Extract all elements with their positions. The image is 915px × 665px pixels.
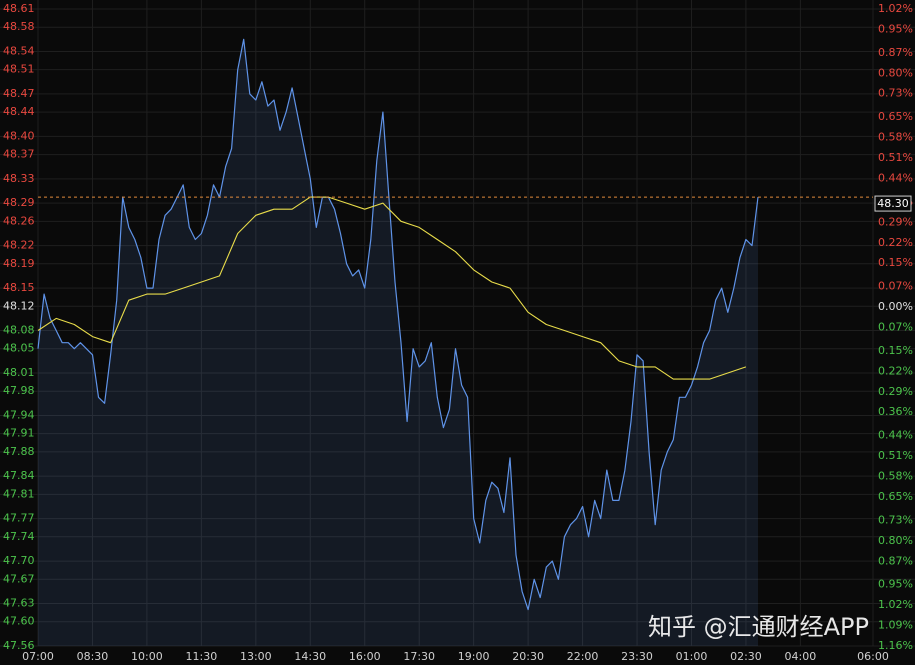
y-tick-label: 48.01: [3, 366, 35, 379]
y2-tick-label: 0.51%: [878, 151, 913, 164]
y-tick-label: 47.94: [3, 408, 35, 421]
y2-tick-label: 1.16%: [878, 639, 913, 652]
y-tick-label: 47.84: [3, 469, 35, 482]
y2-tick-label: 0.87%: [878, 46, 913, 59]
y-tick-label: 47.67: [3, 572, 35, 585]
y2-tick-label: 0.51%: [878, 449, 913, 462]
x-tick-label: 19:00: [458, 650, 490, 663]
x-tick-label: 20:30: [512, 650, 544, 663]
y2-tick-label: 0.95%: [878, 22, 913, 35]
y2-tick-label: 0.36%: [878, 405, 913, 418]
y2-tick-label: 0.80%: [878, 534, 913, 547]
y-tick-label: 48.54: [3, 44, 35, 57]
y-tick-label: 48.12: [3, 299, 35, 312]
y-tick-label: 47.98: [3, 384, 35, 397]
y2-tick-label: 0.22%: [878, 236, 913, 249]
y-tick-label: 48.58: [3, 20, 35, 33]
x-tick-label: 13:00: [240, 650, 272, 663]
x-tick-label: 02:30: [730, 650, 762, 663]
x-tick-label: 07:00: [22, 650, 54, 663]
y-tick-label: 48.05: [3, 342, 35, 355]
price-line: [37, 38, 759, 611]
y2-tick-label: 1.02%: [878, 598, 913, 611]
y2-tick-label: 0.73%: [878, 513, 913, 526]
y2-tick-label: 0.44%: [878, 429, 913, 442]
y-tick-label: 47.77: [3, 512, 35, 525]
y-tick-label: 48.44: [3, 105, 35, 118]
x-tick-label: 16:00: [349, 650, 381, 663]
y2-tick-label: 0.87%: [878, 554, 913, 567]
y2-tick-label: 0.22%: [878, 364, 913, 377]
y-tick-label: 47.60: [3, 615, 35, 628]
last-price-label: 48.30: [877, 197, 909, 210]
y-tick-label: 48.37: [3, 148, 35, 161]
y-tick-label: 47.70: [3, 554, 35, 567]
y2-tick-label: 0.07%: [878, 321, 913, 334]
y2-tick-label: 0.44%: [878, 171, 913, 184]
y2-tick-label: 0.58%: [878, 470, 913, 483]
watermark: 知乎 @汇通财经APP: [648, 613, 869, 641]
y-tick-label: 47.63: [3, 597, 35, 610]
y-tick-label: 48.29: [3, 196, 35, 209]
y2-tick-label: 0.07%: [878, 280, 913, 293]
x-tick-label: 17:30: [403, 650, 435, 663]
y-tick-label: 48.19: [3, 257, 35, 270]
y-tick-label: 47.88: [3, 445, 35, 458]
y-tick-label: 48.08: [3, 324, 35, 337]
y-tick-label: 47.81: [3, 487, 35, 500]
y-tick-label: 48.33: [3, 172, 35, 185]
x-tick-label: 01:00: [676, 650, 708, 663]
x-tick-label: 22:00: [567, 650, 599, 663]
x-tick-label: 14:30: [294, 650, 326, 663]
y-tick-label: 48.15: [3, 281, 35, 294]
y2-tick-label: 0.00%: [878, 300, 913, 313]
y-tick-label: 48.61: [3, 2, 35, 15]
x-tick-label: 11:30: [186, 650, 218, 663]
x-tick-label: 23:30: [621, 650, 653, 663]
y2-tick-label: 0.15%: [878, 256, 913, 269]
y2-tick-label: 0.29%: [878, 215, 913, 228]
y2-tick-label: 0.73%: [878, 87, 913, 100]
y-tick-label: 48.47: [3, 87, 35, 100]
y2-tick-label: 0.58%: [878, 131, 913, 144]
price-line: [37, 196, 747, 380]
x-tick-label: 10:00: [131, 650, 163, 663]
y2-tick-label: 0.80%: [878, 66, 913, 79]
y-tick-label: 48.40: [3, 129, 35, 142]
y2-tick-label: 1.09%: [878, 619, 913, 632]
y2-tick-label: 0.29%: [878, 385, 913, 398]
y-tick-label: 47.56: [3, 639, 35, 652]
y-tick-label: 48.51: [3, 63, 35, 76]
y-tick-label: 48.22: [3, 239, 35, 252]
last-price-tag: [874, 195, 912, 212]
y2-tick-label: 0.15%: [878, 344, 913, 357]
x-tick-label: 08:30: [77, 650, 109, 663]
y2-tick-label: 0.65%: [878, 110, 913, 123]
y-tick-label: 48.26: [3, 214, 35, 227]
y2-tick-label: 0.65%: [878, 490, 913, 503]
y2-tick-label: 1.02%: [878, 2, 913, 15]
y-tick-label: 47.91: [3, 427, 35, 440]
x-tick-label: 06:00: [857, 650, 889, 663]
y-tick-label: 47.74: [3, 530, 35, 543]
price-area: [38, 39, 758, 647]
y2-tick-label: 0.95%: [878, 578, 913, 591]
x-tick-label: 04:00: [785, 650, 817, 663]
